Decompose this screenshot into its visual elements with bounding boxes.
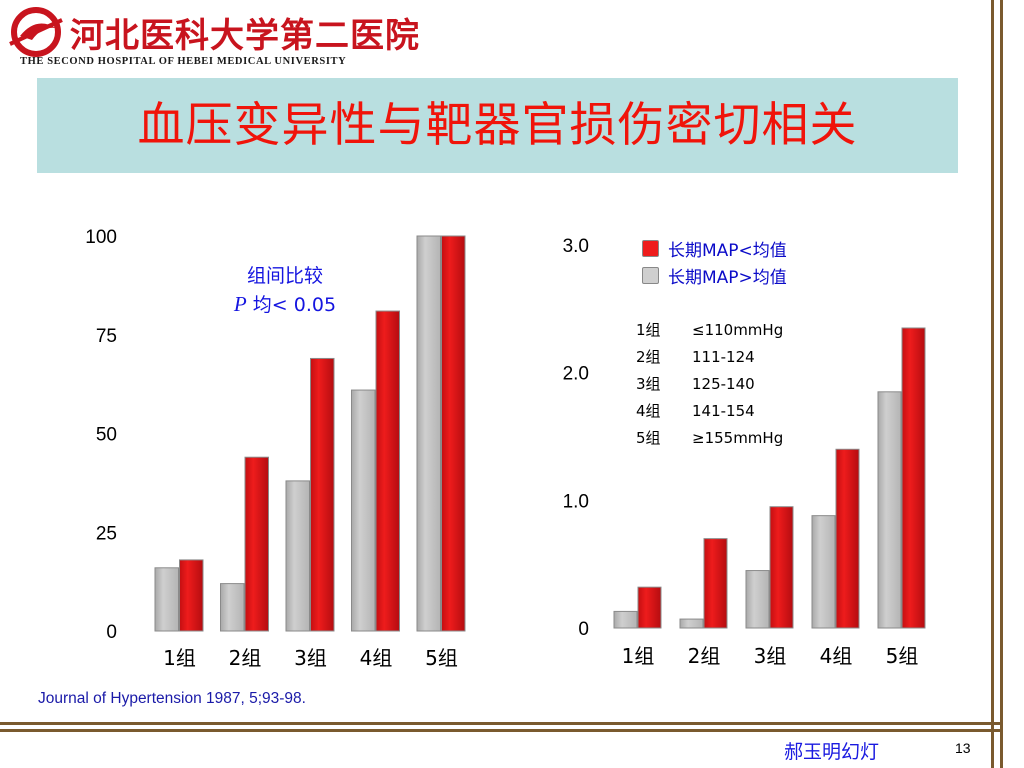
x-tick-label: 3组 bbox=[754, 644, 787, 668]
legend-item-low-map: 长期MAP>均值 bbox=[642, 262, 787, 289]
group-definition-table: 1组 ≤110mmHg 2组 111-124 3组 125-140 4组 141-154… bbox=[636, 316, 783, 451]
group-name: 5组 bbox=[636, 429, 661, 447]
group-range: 125-140 bbox=[692, 374, 755, 393]
x-tick-label: 5组 bbox=[425, 646, 458, 670]
x-tick-label: 3组 bbox=[294, 646, 327, 670]
x-tick-label: 1组 bbox=[163, 646, 196, 670]
group-range: ≤110mmHg bbox=[692, 320, 784, 339]
group-name: 4组 bbox=[636, 402, 661, 420]
bar-low-map-group-3 bbox=[745, 570, 770, 629]
group-range: 111-124 bbox=[692, 347, 755, 366]
legend-item-high-map: 长期MAP<均值 bbox=[642, 235, 787, 262]
annotation-line-1: 组间比较 bbox=[246, 265, 323, 287]
author-credit: 郝玉明幻灯 bbox=[784, 741, 880, 763]
group-row: 3组 125-140 bbox=[636, 370, 783, 397]
group-name: 2组 bbox=[636, 348, 661, 366]
frame-line-bottom-2 bbox=[0, 729, 1000, 732]
y-tick-label: 3.0 bbox=[563, 236, 589, 257]
y-tick-label: 0 bbox=[106, 622, 117, 643]
bar-low-map-group-3 bbox=[285, 480, 310, 632]
group-range: 141-154 bbox=[692, 401, 755, 420]
bar-low-map-group-1 bbox=[154, 567, 179, 632]
significance-annotation: 组间比较 P 均< 0.05 bbox=[215, 262, 355, 319]
page-number: 13 bbox=[955, 740, 971, 756]
x-tick-label: 5组 bbox=[886, 644, 919, 668]
group-row: 4组 141-154 bbox=[636, 397, 783, 424]
bar-low-map-group-2 bbox=[679, 618, 704, 629]
bar-high-map-group-2 bbox=[244, 456, 269, 632]
chart-left: 0 25 50 75 100 1组 2组 3组 4组 5组 bbox=[85, 227, 466, 670]
y-tick-label: 75 bbox=[96, 326, 117, 347]
group-row: 5组 ≥155mmHg bbox=[636, 424, 783, 451]
x-tick-label: 1组 bbox=[622, 644, 655, 668]
bar-low-map-group-1 bbox=[613, 610, 638, 629]
bar-low-map-group-5 bbox=[416, 235, 441, 632]
y-tick-label: 100 bbox=[85, 227, 117, 248]
y-tick-label: 25 bbox=[96, 523, 117, 544]
x-tick-label: 2组 bbox=[229, 646, 262, 670]
hospital-logo: 河北医科大学第二医院 THE SECOND HOSPITAL OF HEBEI … bbox=[6, 6, 426, 68]
p-symbol: P bbox=[233, 292, 247, 316]
x-tick-label: 2组 bbox=[688, 644, 721, 668]
logo-chinese-text: 河北医科大学第二医院 bbox=[70, 16, 420, 56]
bar-high-map-group-1 bbox=[179, 559, 204, 632]
chart-legend: 长期MAP<均值 长期MAP>均值 bbox=[642, 235, 787, 289]
title-banner: 血压变异性与靶器官损伤密切相关 bbox=[37, 78, 958, 173]
chart-right: 0 1.0 2.0 3.0 1组 2组 3组 4组 5组 bbox=[563, 236, 926, 668]
legend-swatch-red bbox=[642, 240, 659, 257]
x-tick-label: 4组 bbox=[820, 644, 853, 668]
bar-high-map-group-5 bbox=[901, 327, 926, 629]
bar-high-map-group-4 bbox=[835, 448, 860, 629]
group-name: 3组 bbox=[636, 375, 661, 393]
bar-low-map-group-4 bbox=[351, 389, 376, 632]
frame-line-right-2 bbox=[1000, 0, 1003, 768]
bar-low-map-group-5 bbox=[877, 391, 902, 629]
y-tick-label: 1.0 bbox=[563, 491, 589, 512]
annotation-line-2: P 均< 0.05 bbox=[215, 290, 355, 319]
y-tick-label: 0 bbox=[578, 619, 589, 640]
slide-title: 血压变异性与靶器官损伤密切相关 bbox=[137, 98, 858, 153]
legend-label: 长期MAP>均值 bbox=[668, 268, 787, 288]
bar-high-map-group-4 bbox=[375, 310, 400, 632]
bar-high-map-group-1 bbox=[637, 586, 662, 629]
group-name: 1组 bbox=[636, 321, 661, 339]
p-value-text: 均< 0.05 bbox=[246, 294, 337, 316]
bar-high-map-group-2 bbox=[703, 538, 728, 629]
bar-low-map-group-2 bbox=[220, 583, 245, 632]
frame-line-bottom-1 bbox=[0, 722, 1000, 725]
frame-line-right-1 bbox=[991, 0, 994, 768]
y-tick-label: 50 bbox=[96, 425, 117, 446]
hospital-emblem-icon bbox=[9, 7, 63, 57]
bar-high-map-group-3 bbox=[310, 357, 335, 632]
group-row: 1组 ≤110mmHg bbox=[636, 316, 783, 343]
legend-label: 长期MAP<均值 bbox=[668, 241, 787, 261]
logo-english-text: THE SECOND HOSPITAL OF HEBEI MEDICAL UNI… bbox=[20, 56, 347, 67]
bar-low-map-group-4 bbox=[811, 515, 836, 629]
source-citation: Journal of Hypertension 1987, 5;93-98. bbox=[38, 690, 306, 707]
bar-high-map-group-5 bbox=[441, 235, 466, 632]
group-row: 2组 111-124 bbox=[636, 343, 783, 370]
y-tick-label: 2.0 bbox=[563, 364, 589, 385]
legend-swatch-gray bbox=[642, 267, 659, 284]
group-range: ≥155mmHg bbox=[692, 428, 784, 447]
bar-high-map-group-3 bbox=[769, 506, 794, 629]
x-tick-label: 4组 bbox=[360, 646, 393, 670]
